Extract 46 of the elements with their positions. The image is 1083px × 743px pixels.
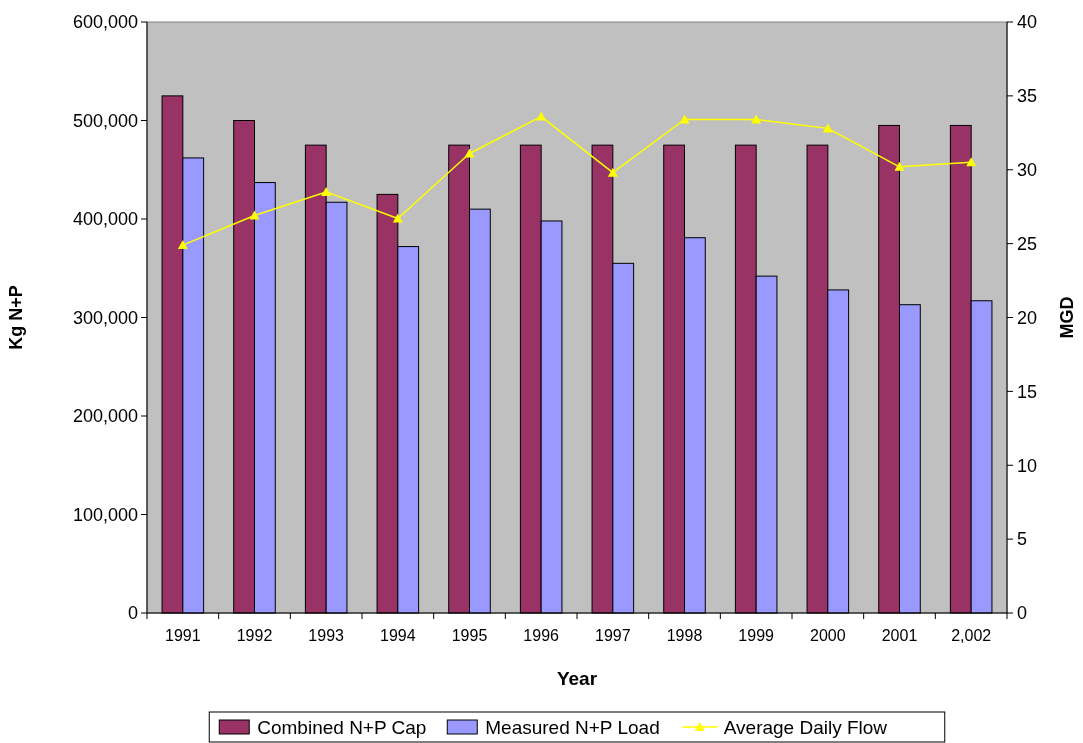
point (679, 114, 690, 124)
y2-tick-label: 10 (1017, 455, 1038, 476)
y-axis-title: Kg N+P (6, 285, 26, 350)
y-tick-label: 0 (127, 603, 138, 624)
x-axis-title: Year (556, 668, 598, 689)
point (177, 240, 188, 250)
legend-label: Average Daily Flow (723, 716, 888, 738)
point (249, 210, 260, 220)
y-tick-label: 600,000 (72, 12, 138, 33)
y2-axis-title: MGD (1057, 296, 1077, 339)
x-tick-label: 2,002 (951, 627, 992, 644)
x-tick-label: 2001 (881, 627, 918, 644)
y2-tick-label: 20 (1017, 307, 1038, 328)
point (894, 161, 905, 171)
legend-label: Combined N+P Cap (257, 716, 427, 738)
x-tick-label: 1995 (451, 627, 488, 644)
point (822, 123, 833, 133)
point (536, 111, 547, 121)
x-tick-label: 1999 (738, 627, 775, 644)
x-tick-label: 1993 (308, 627, 345, 644)
x-tick-label: 1997 (595, 627, 631, 644)
y2-tick-label: 35 (1017, 86, 1038, 107)
x-tick-label: 1996 (523, 627, 560, 644)
y2-tick-label: 15 (1017, 381, 1038, 402)
y-tick-label: 300,000 (72, 307, 138, 328)
y2-tick-label: 0 (1017, 603, 1028, 624)
y-tick-label: 500,000 (72, 110, 138, 131)
point (607, 167, 618, 177)
y2-tick-label: 5 (1017, 529, 1028, 550)
point (321, 186, 332, 196)
x-tick-label: 1991 (165, 627, 201, 644)
x-tick-label: 1998 (666, 627, 703, 644)
x-tick-label: 2000 (810, 627, 846, 644)
y-tick-label: 400,000 (72, 209, 138, 230)
x-tick-label: 1992 (236, 627, 273, 644)
y2-tick-label: 25 (1017, 233, 1038, 254)
point (966, 157, 977, 167)
y2-tick-label: 40 (1017, 12, 1038, 33)
y-tick-label: 200,000 (72, 406, 138, 427)
y2-tick-label: 30 (1017, 160, 1038, 181)
point (464, 148, 475, 158)
y-tick-label: 100,000 (72, 504, 138, 525)
x-tick-label: 1994 (380, 627, 416, 644)
point (392, 213, 403, 223)
point (751, 114, 762, 124)
legend-label: Measured N+P Load (485, 716, 660, 738)
